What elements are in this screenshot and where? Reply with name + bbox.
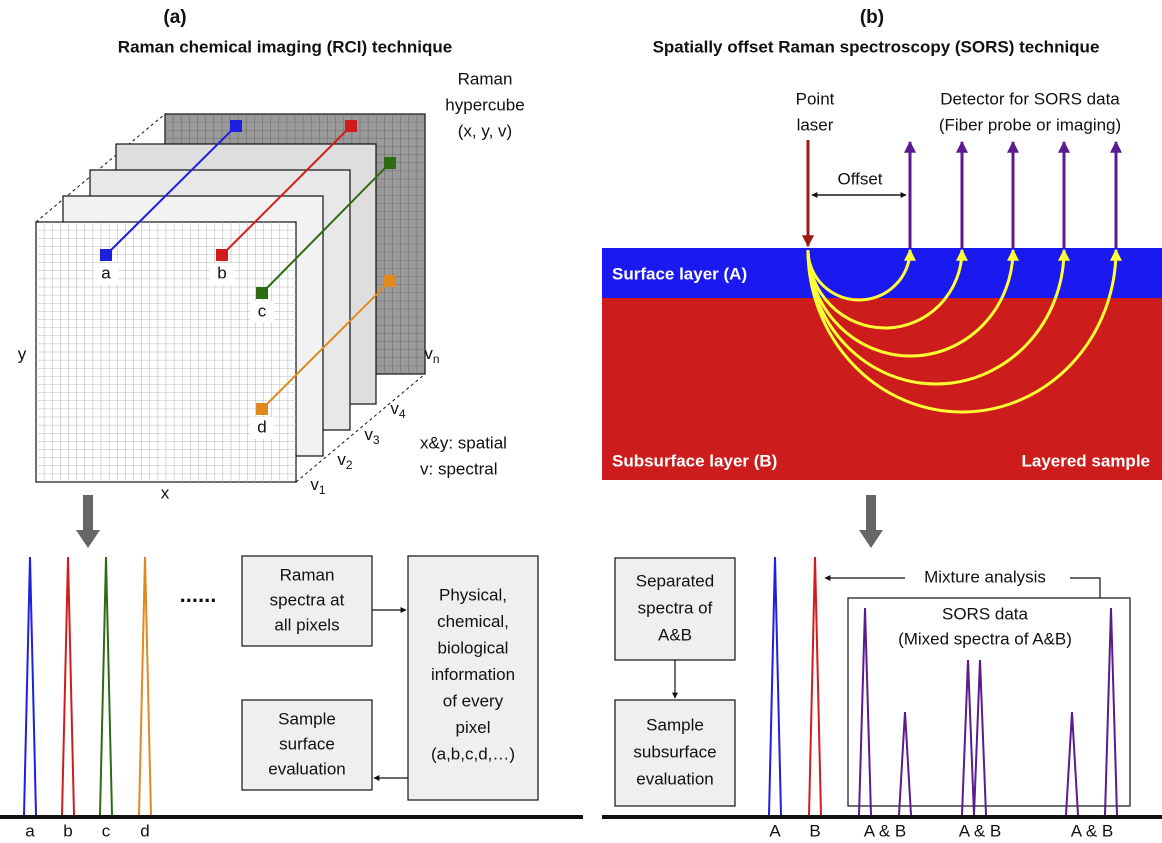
box-text: subsurface (633, 742, 716, 761)
spectrum-peak (974, 660, 986, 815)
spectrum-label: a (25, 821, 35, 840)
box-text: (Mixed spectra of A&B) (898, 629, 1072, 648)
band-index: n (433, 352, 440, 366)
figure: (a) Raman chemical imaging (RCI) techniqu… (0, 0, 1162, 843)
box-text: surface (279, 734, 335, 753)
box-text: (a,b,c,d,…) (431, 744, 515, 763)
spectrum-label: B (809, 821, 820, 840)
detector-label: (Fiber probe or imaging) (939, 115, 1121, 134)
box-text: pixel (456, 718, 491, 737)
mixture-label: Mixture analysis (924, 567, 1046, 586)
axis-label: y (18, 344, 27, 363)
box-text: Sample (646, 715, 704, 734)
box-text: spectra of (638, 598, 713, 617)
box-text: A&B (658, 625, 692, 644)
spectrum-label: b (63, 821, 72, 840)
pixel (100, 249, 112, 261)
band-index: 3 (373, 433, 380, 447)
band-label: v1 (310, 475, 326, 497)
box-text: Sample (278, 709, 336, 728)
panel-label: (a) (163, 7, 186, 28)
pixel-label: a (101, 263, 111, 282)
pixel (216, 249, 228, 261)
spectrum-peak (859, 608, 871, 815)
down-arrow (76, 495, 100, 548)
spectrum-peak (1066, 712, 1078, 815)
spectrum-peak (899, 712, 911, 815)
pixel (256, 287, 268, 299)
hypercube-label: hypercube (445, 95, 524, 114)
legend-text: v: spectral (420, 459, 497, 478)
spectrum-peak (809, 557, 821, 815)
panel-title: Raman chemical imaging (RCI) technique (118, 37, 452, 56)
spectrum-peak (24, 557, 36, 815)
legend-text: x&y: spatial (420, 433, 507, 452)
spectrum-label: d (140, 821, 149, 840)
down-arrow (859, 495, 883, 548)
spectrum-peak (62, 557, 74, 815)
box-text: spectra at (270, 590, 345, 609)
box-text: of every (443, 691, 504, 710)
box-text: evaluation (268, 759, 346, 778)
box-text: Separated (636, 571, 714, 590)
spectrum-label: A & B (1071, 821, 1114, 840)
box-text: evaluation (636, 769, 714, 788)
laser-label: Point (796, 89, 835, 108)
layer-label: Subsurface layer (B) (612, 451, 777, 470)
pixel (384, 275, 396, 287)
spectrum-label: A (769, 821, 781, 840)
pixel (230, 120, 242, 132)
axis-label: x (161, 483, 170, 502)
spectrum-peak (100, 557, 112, 815)
pixel (345, 120, 357, 132)
pixel-label: b (217, 263, 226, 282)
spectrum-peak (962, 660, 974, 815)
pixel-label: d (257, 417, 266, 436)
connector (1070, 578, 1100, 598)
hypercube-label: Raman (458, 69, 513, 88)
band-label: v3 (364, 425, 380, 447)
pixel (256, 403, 268, 415)
box-text: chemical, (437, 612, 509, 631)
box-text: SORS data (942, 604, 1029, 623)
panel-title: Spatially offset Raman spectroscopy (SOR… (653, 37, 1100, 56)
ellipsis: ...... (180, 582, 217, 607)
hypercube-label: (x, y, v) (458, 121, 512, 140)
band-label: v4 (390, 399, 406, 421)
box-text: biological (438, 638, 509, 657)
spectrum-label: A & B (959, 821, 1002, 840)
spectrum-peak (1105, 608, 1117, 815)
spectrum-label: A & B (864, 821, 907, 840)
panel-label: (b) (860, 7, 884, 28)
offset-label: Offset (837, 169, 882, 188)
band-label: vn (424, 344, 439, 366)
box-text: all pixels (274, 615, 339, 634)
spectrum-label: c (102, 821, 111, 840)
spectrum-peak (769, 557, 781, 815)
pixel-label: c (258, 301, 267, 320)
band-label: v2 (337, 450, 353, 472)
band-index: 2 (346, 458, 353, 472)
band-index: 1 (319, 483, 326, 497)
pixel (384, 157, 396, 169)
layer-label: Layered sample (1021, 451, 1150, 470)
layer-label: Surface layer (A) (612, 264, 747, 283)
band-index: 4 (399, 407, 406, 421)
box-text: Raman (280, 565, 335, 584)
box-text: Physical, (439, 585, 507, 604)
laser-label: laser (797, 115, 834, 134)
box-text: information (431, 665, 515, 684)
detector-label: Detector for SORS data (940, 89, 1120, 108)
spectrum-peak (139, 557, 151, 815)
